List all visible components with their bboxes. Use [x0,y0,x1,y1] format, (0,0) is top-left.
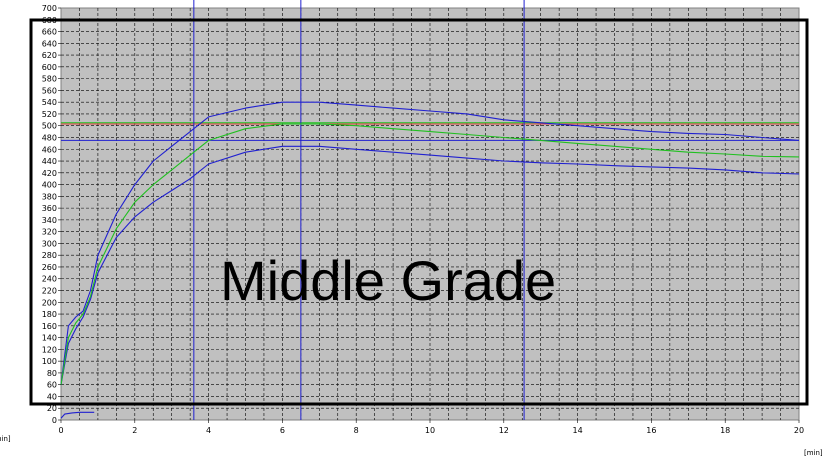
tick-label-y: 180 [42,310,57,319]
tick-label-y: 220 [42,287,57,296]
tick-label-x: 16 [646,426,656,435]
tick-label-y: 620 [42,51,57,60]
tick-label-y: 520 [42,110,57,119]
tick-label-y: 20 [47,404,57,413]
tick-label-y: 460 [42,145,57,154]
tick-label-y: 600 [42,63,57,72]
tick-label-y: 100 [42,357,57,366]
tick-label-y: 200 [42,298,57,307]
tick-label-x: 14 [573,426,583,435]
series-line [60,123,800,385]
reference-lines [61,0,799,420]
tick-label-x: 12 [499,426,509,435]
tick-label-y: 60 [47,381,57,390]
tick-label-y: 420 [42,169,57,178]
tick-label-y: 660 [42,28,57,37]
tick-label-y: 40 [47,392,57,401]
tick-label-x: 0 [58,426,63,435]
tick-label-x: 18 [720,426,730,435]
tick-label-y: 640 [42,39,57,48]
tick-label-y: 260 [42,263,57,272]
tick-label-y: 340 [42,216,57,225]
tick-label-y: 540 [42,98,57,107]
tick-label-x: 10 [425,426,435,435]
tick-label-y: 120 [42,345,57,354]
tick-label-y: 480 [42,133,57,142]
tick-label-x: 8 [354,426,359,435]
tick-label-y: 140 [42,334,57,343]
tick-label-y: 300 [42,239,57,248]
tick-label-y: 0 [52,416,57,425]
tick-label-y: 700 [42,4,57,13]
tick-label-y: 500 [42,122,57,131]
tick-label-y: 440 [42,157,57,166]
tick-label-x: 20 [794,426,804,435]
ticks: 0204060801001201401601802002202402602803… [42,4,804,435]
tick-label-y: 560 [42,86,57,95]
x-unit-label: [min] [804,449,823,457]
tick-label-y: 580 [42,75,57,84]
series-line [60,145,800,385]
tick-label-y: 400 [42,181,57,190]
tick-label-y: 320 [42,228,57,237]
overlay-text: Middle Grade [220,249,556,312]
series-line [60,101,800,385]
tick-label-y: 280 [42,251,57,260]
tick-label-y: 360 [42,204,57,213]
grid [61,8,799,420]
tick-label-y: 380 [42,192,57,201]
tick-label-x: 4 [206,426,211,435]
series-line [60,411,95,419]
tick-label-y: 160 [42,322,57,331]
y-unit-label: [min] [0,435,11,443]
tick-label-y: 80 [47,369,57,378]
series-group [60,101,800,419]
tick-label-y: 240 [42,275,57,284]
tick-label-x: 6 [280,426,285,435]
tick-label-x: 2 [132,426,137,435]
overlay-box [29,18,809,406]
